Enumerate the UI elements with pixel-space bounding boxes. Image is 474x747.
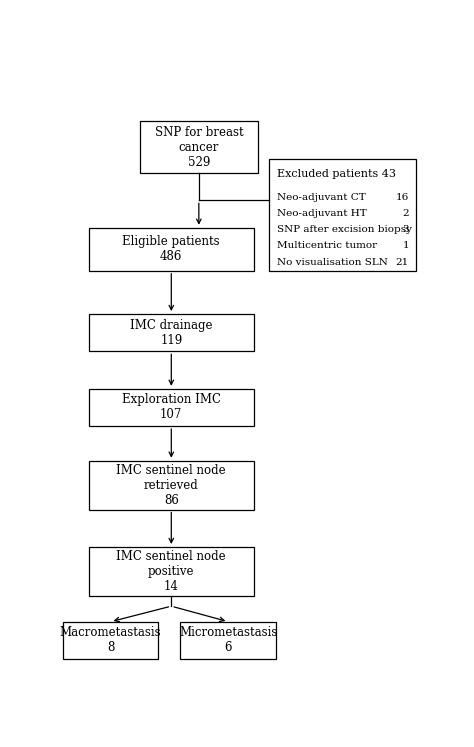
Text: SNP after excision biopsy: SNP after excision biopsy xyxy=(277,226,412,235)
Text: IMC sentinel node
positive
14: IMC sentinel node positive 14 xyxy=(117,550,226,593)
FancyBboxPatch shape xyxy=(140,121,258,173)
Text: Excluded patients 43: Excluded patients 43 xyxy=(277,169,396,179)
FancyBboxPatch shape xyxy=(89,388,254,426)
FancyBboxPatch shape xyxy=(89,547,254,596)
Text: IMC drainage
119: IMC drainage 119 xyxy=(130,319,212,347)
Text: IMC sentinel node
retrieved
86: IMC sentinel node retrieved 86 xyxy=(117,464,226,506)
Text: 16: 16 xyxy=(396,193,409,202)
FancyBboxPatch shape xyxy=(63,622,158,659)
FancyBboxPatch shape xyxy=(89,228,254,271)
FancyBboxPatch shape xyxy=(89,461,254,509)
Text: Neo-adjuvant CT: Neo-adjuvant CT xyxy=(277,193,365,202)
Text: Micrometastasis
6: Micrometastasis 6 xyxy=(179,627,277,654)
Text: Multicentric tumor: Multicentric tumor xyxy=(277,241,377,250)
Text: No visualisation SLN: No visualisation SLN xyxy=(277,258,388,267)
Text: 1: 1 xyxy=(402,241,409,250)
Text: Neo-adjuvant HT: Neo-adjuvant HT xyxy=(277,209,366,218)
Text: 3: 3 xyxy=(402,226,409,235)
FancyBboxPatch shape xyxy=(181,622,276,659)
Text: SNP for breast
cancer
529: SNP for breast cancer 529 xyxy=(155,125,243,169)
Text: Eligible patients
486: Eligible patients 486 xyxy=(122,235,220,263)
FancyBboxPatch shape xyxy=(89,314,254,351)
Text: 21: 21 xyxy=(396,258,409,267)
Text: Macrometastasis
8: Macrometastasis 8 xyxy=(60,627,162,654)
Text: 2: 2 xyxy=(402,209,409,218)
FancyBboxPatch shape xyxy=(269,158,416,271)
Text: Exploration IMC
107: Exploration IMC 107 xyxy=(122,394,221,421)
